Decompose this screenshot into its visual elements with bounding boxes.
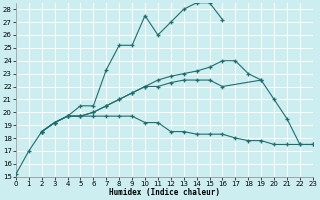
X-axis label: Humidex (Indice chaleur): Humidex (Indice chaleur) [109,188,220,197]
